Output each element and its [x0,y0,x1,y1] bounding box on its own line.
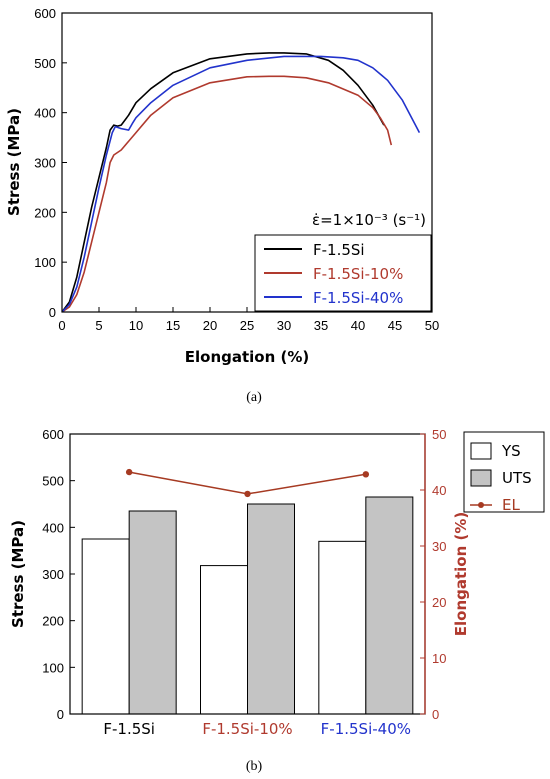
el-point [362,471,370,478]
chart-a-x-tick-label: 0 [58,318,65,333]
chart-a-y-axis-label: Stress (MPa) [5,108,23,216]
chart-b-y-tick-label: 600 [42,427,64,442]
chart-a-y-tick-label: 300 [34,156,56,171]
chart-b-y-tick-label: 200 [42,614,64,629]
chart-b-y2-tick-label: 50 [432,427,446,442]
chart-a-legend: F-1.5Si F-1.5Si-10% F-1.5Si-40% [254,234,432,312]
legend-label-1: F-1.5Si [313,241,365,259]
chart-b-category-label: F-1.5Si [103,720,155,738]
chart-a: 0 5 10 15 20 25 30 35 40 45 50 0 100 200 300 400 500 600… [5,6,439,405]
chart-b-right-axis-label: Elongation (%) [452,512,470,637]
legend-label-2: F-1.5Si-10% [313,265,403,283]
chart-b-y2-tick-label: 10 [432,651,446,666]
uts-bar [247,503,295,715]
legend-el-label: EL [502,496,520,514]
chart-b-y-tick-label: 0 [57,707,64,722]
el-line [129,471,366,495]
legend-uts-label: UTS [502,469,532,487]
chart-b-y-tick-label: 100 [42,660,64,675]
el-point [125,468,133,476]
series-line-3 [61,55,421,313]
chart-a-x-tick-label: 30 [277,318,291,333]
chart-b-left-axis-label: Stress (MPa) [9,520,27,628]
chart-b-category-label: F-1.5Si-10% [202,720,292,738]
series-line-2 [61,75,393,313]
chart-b-el-line [125,468,370,498]
uts-bar [128,510,177,715]
chart-b-y2-tick-label: 20 [432,595,446,610]
strain-rate-annotation: ε̇=1×10⁻³ (s⁻¹) [312,211,426,229]
chart-a-x-tick-label: 20 [203,318,217,333]
chart-b-category-label: F-1.5Si-40% [321,720,411,738]
chart-b-bars [81,496,414,715]
legend-ys-label: YS [501,442,521,460]
chart-b-y-tick-label: 400 [42,520,64,535]
chart-a-x-tick-label: 5 [95,318,102,333]
caption-a: (a) [246,390,262,405]
ys-bar [318,540,367,715]
chart-b-y-tick-label: 500 [42,474,64,489]
series-line-1 [61,52,385,313]
chart-a-x-tick-label: 15 [166,318,180,333]
chart-b-y-tick-label: 300 [42,567,64,582]
chart-a-x-tick-label: 25 [240,318,254,333]
legend-ys-swatch [470,442,492,460]
chart-a-x-tick-label: 35 [314,318,328,333]
chart-b-legend: YS UTS EL [463,431,545,514]
chart-a-y-tick-label: 200 [34,205,56,220]
chart-b-y2-tick-label: 30 [432,539,446,554]
ys-bar [81,538,130,715]
legend-uts-swatch [470,469,492,487]
chart-a-x-tick-label: 40 [351,318,365,333]
el-point [244,490,251,498]
legend-label-3: F-1.5Si-40% [313,289,403,307]
caption-b: (b) [246,759,263,774]
chart-a-y-tick-label: 0 [49,305,56,320]
chart-a-x-tick-label: 45 [388,318,402,333]
chart-b-y2-tick-label: 40 [432,483,446,498]
chart-a-series [61,52,421,313]
chart-a-y-tick-label: 400 [34,106,56,121]
chart-a-x-tick-label: 10 [129,318,143,333]
uts-bar [365,496,414,715]
chart-a-x-tick-label: 50 [425,318,439,333]
legend-el-marker [478,502,484,508]
chart-a-x-axis-label: Elongation (%) [185,348,310,366]
chart-a-y-tick-label: 100 [34,255,56,270]
ys-bar [200,565,248,715]
chart-a-y-tick-label: 600 [34,6,56,21]
chart-b-y2-tick-label: 0 [432,707,439,722]
chart-a-y-tick-label: 500 [34,56,56,71]
chart-b: 0 100 200 300 400 500 600 0 10 20 30 40 50 F-1.5Si F… [9,427,545,774]
